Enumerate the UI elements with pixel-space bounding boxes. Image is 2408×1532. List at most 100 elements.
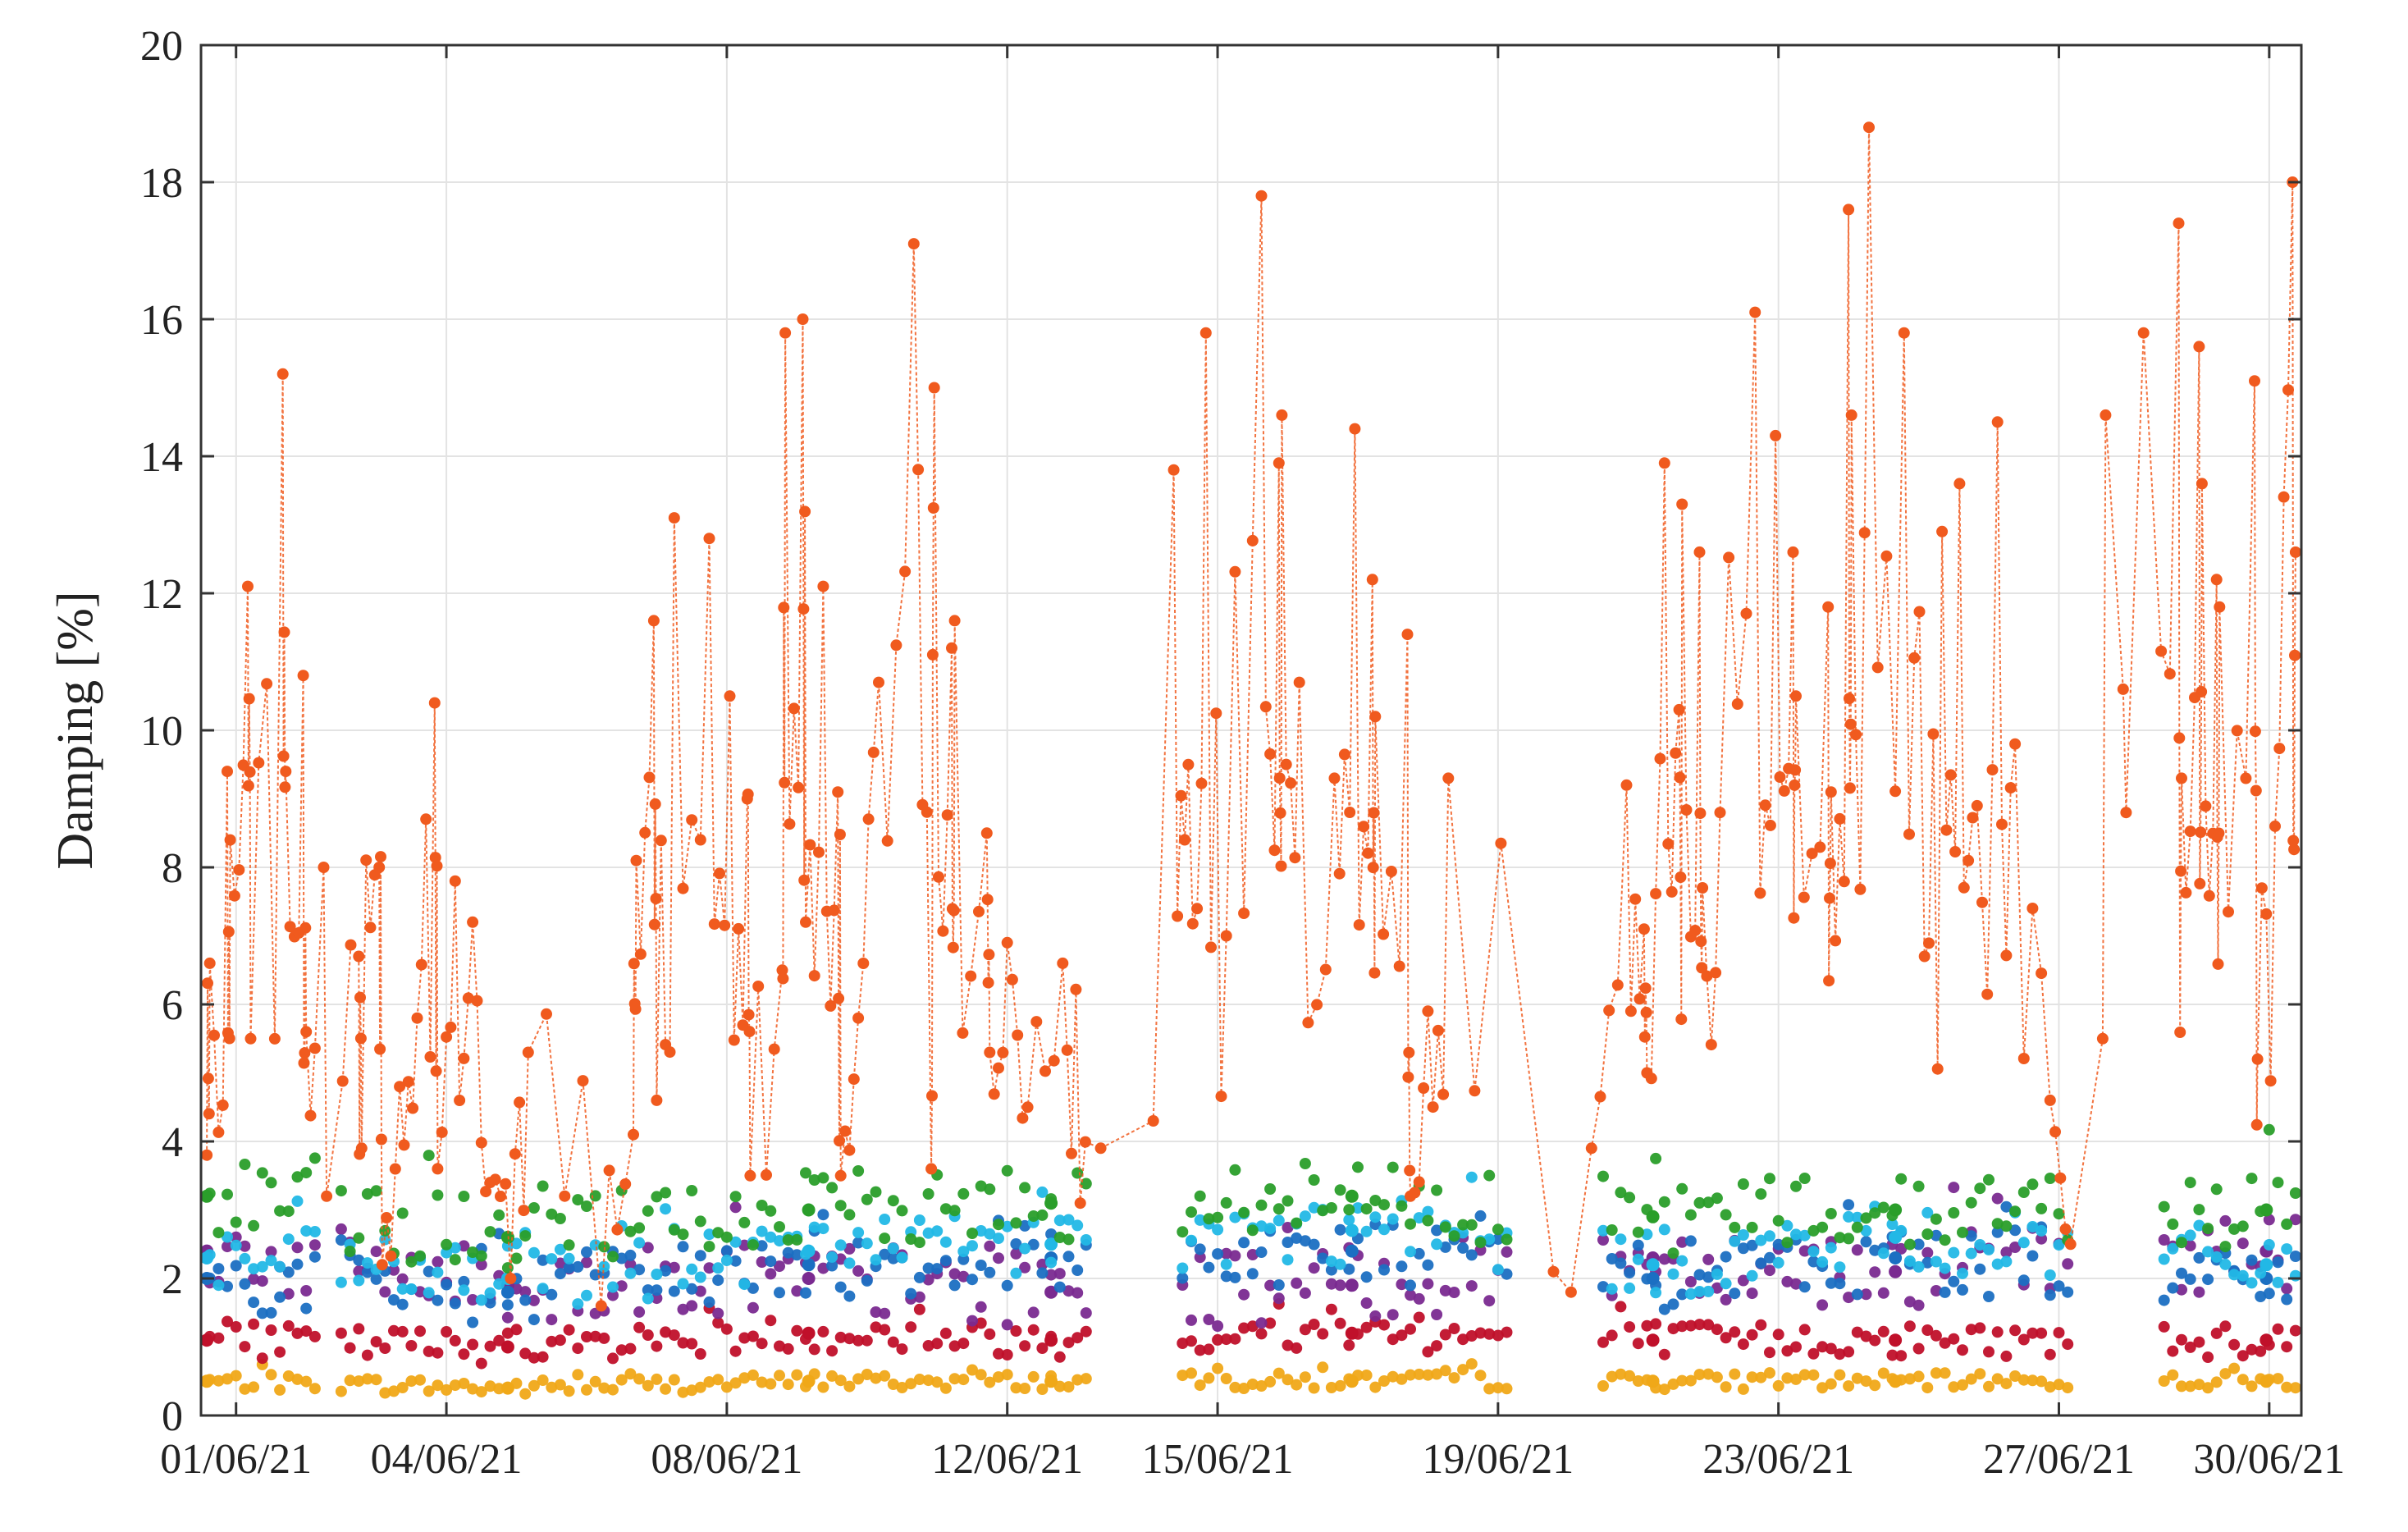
series-2-point (703, 1241, 715, 1253)
series-7-point (1413, 1368, 1425, 1380)
series-1-point (1693, 546, 1706, 558)
series-1-point (1850, 729, 1862, 741)
series-1-point (2249, 375, 2260, 387)
series-4-point (1325, 1264, 1337, 1276)
series-5-point (1912, 1299, 1925, 1311)
series-3-point (458, 1284, 470, 1296)
series-1-point (1147, 1115, 1159, 1127)
series-4-point (1676, 1288, 1688, 1301)
series-1-point (1238, 908, 1250, 919)
series-2-point (1895, 1173, 1908, 1185)
series-1-point (321, 1190, 333, 1202)
series-1-point (1967, 812, 1979, 824)
series-1-point (1981, 988, 1994, 1000)
series-1-point (899, 565, 912, 578)
series-1-point (467, 916, 479, 928)
series-1-point (336, 1075, 349, 1087)
x-tick-label: 12/06/21 (931, 1436, 1083, 1483)
series-5-point (729, 1201, 742, 1214)
series-5-point (2184, 1240, 2196, 1252)
series-4-point (817, 1209, 829, 1221)
series-1-point (1210, 707, 1222, 720)
series-7-point (1431, 1368, 1443, 1380)
series-6-point (2167, 1345, 2179, 1357)
series-3-point (1834, 1261, 1846, 1274)
series-3-point (834, 1239, 847, 1251)
series-6-point (1360, 1321, 1373, 1333)
series-1-point (394, 1081, 406, 1093)
series-6-point (1957, 1344, 1968, 1356)
series-6-point (852, 1334, 865, 1347)
y-tick-label: 8 (162, 845, 183, 892)
series-5-point (624, 1259, 637, 1271)
series-7-point (2202, 1382, 2214, 1394)
series-3-point (1764, 1230, 1775, 1242)
series-1-point (788, 702, 800, 715)
series-1-point (2269, 820, 2281, 832)
series-4-point (1019, 1219, 1031, 1232)
series-7-point (500, 1381, 514, 1395)
series-6-point (1080, 1325, 1092, 1338)
series-5-point (703, 1262, 715, 1274)
series-7-point (668, 1374, 680, 1386)
series-7-point (782, 1379, 794, 1391)
series-1-point (1293, 676, 1305, 688)
series-2-point (1711, 1192, 1723, 1205)
series-3-point (572, 1298, 584, 1310)
series-2-point (581, 1200, 592, 1212)
series-1-point (1923, 937, 1935, 949)
series-3-point (870, 1254, 882, 1266)
series-4-point (1869, 1244, 1881, 1256)
series-6-point (405, 1340, 418, 1351)
series-7-point (1684, 1374, 1697, 1387)
series-3-point (861, 1237, 873, 1250)
series-2-point (887, 1195, 899, 1207)
series-7-point (388, 1385, 400, 1397)
series-1-point (2251, 1053, 2264, 1065)
series-5-point (1264, 1279, 1277, 1292)
series-1-point (1774, 771, 1786, 783)
series-1-point (1764, 819, 1776, 831)
series-6-point (957, 1338, 970, 1350)
series-3-point (1825, 1242, 1837, 1254)
series-2-point (1387, 1161, 1399, 1173)
series-1-point (1913, 606, 1926, 618)
series-7-point (370, 1374, 382, 1386)
series-1-point (223, 1032, 235, 1045)
series-4-point (615, 1252, 628, 1264)
series-4-point (1291, 1232, 1303, 1244)
series-2-point (1650, 1152, 1662, 1164)
series-2-point (2272, 1177, 2284, 1189)
series-1-point (926, 1090, 938, 1102)
series-4-point (843, 1290, 856, 1302)
series-2-point (1465, 1219, 1478, 1231)
series-7-point (1282, 1374, 1294, 1386)
series-5-point (1597, 1234, 1609, 1246)
series-6-point (1869, 1334, 1881, 1347)
series-1-point (1634, 993, 1646, 1005)
series-2-point (1851, 1221, 1863, 1233)
series-7-point (1646, 1374, 1660, 1388)
series-1-point (1268, 844, 1281, 857)
series-6-point (500, 1340, 514, 1354)
series-6-point (1053, 1351, 1066, 1363)
series-5-point (1291, 1277, 1303, 1289)
series-2-point (1790, 1180, 1802, 1192)
series-2-point (1019, 1182, 1031, 1194)
series-7-point (1448, 1372, 1460, 1384)
series-3-point (931, 1225, 944, 1237)
series-4-point (1912, 1238, 1925, 1251)
series-3-point (2044, 1269, 2056, 1281)
series-2-point (1246, 1224, 1259, 1237)
series-5-point (607, 1289, 619, 1301)
series-1-point (1680, 804, 1693, 816)
series-5-point (1930, 1285, 1942, 1296)
series-1-point (1645, 1072, 1657, 1085)
series-3-point (1737, 1229, 1749, 1241)
series-6-point (200, 1333, 214, 1347)
series-1-point (1427, 1101, 1439, 1114)
series-1-point (268, 1032, 281, 1045)
series-5-point (2158, 1234, 2170, 1246)
y-axis-title: Damping [%] (48, 591, 103, 869)
